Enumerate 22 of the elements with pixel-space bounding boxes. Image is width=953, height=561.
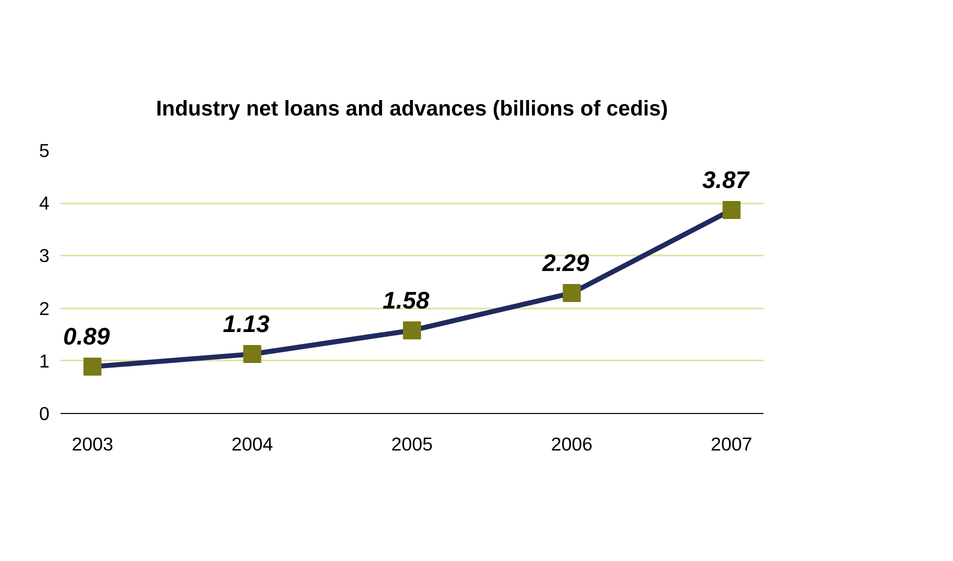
data-label: 1.58 xyxy=(382,287,430,314)
data-label: 3.87 xyxy=(702,166,751,194)
data-label: 0.89 xyxy=(63,324,110,351)
x-tick-label: 2003 xyxy=(72,434,114,454)
data-label: 1.13 xyxy=(222,311,270,338)
point xyxy=(722,200,741,219)
x-tick-label: 2005 xyxy=(391,434,433,454)
y-tick-label: 2 xyxy=(39,298,50,319)
data-label: 2.29 xyxy=(541,250,590,278)
point xyxy=(562,284,581,302)
point xyxy=(243,345,262,364)
point xyxy=(403,321,421,340)
x-tick-label: 2007 xyxy=(710,434,752,454)
y-tick-label: 3 xyxy=(39,245,50,266)
chart-title: Industry net loans and advances (billions of cedis) xyxy=(156,96,668,120)
point xyxy=(83,358,102,376)
y-tick-label: 5 xyxy=(39,140,50,161)
x-tick-label: 2004 xyxy=(231,434,273,454)
y-tick-label: 1 xyxy=(39,350,50,372)
y-tick-label: 4 xyxy=(39,192,50,214)
y-tick-label: 0 xyxy=(39,403,50,424)
x-tick-label: 2006 xyxy=(551,434,593,454)
